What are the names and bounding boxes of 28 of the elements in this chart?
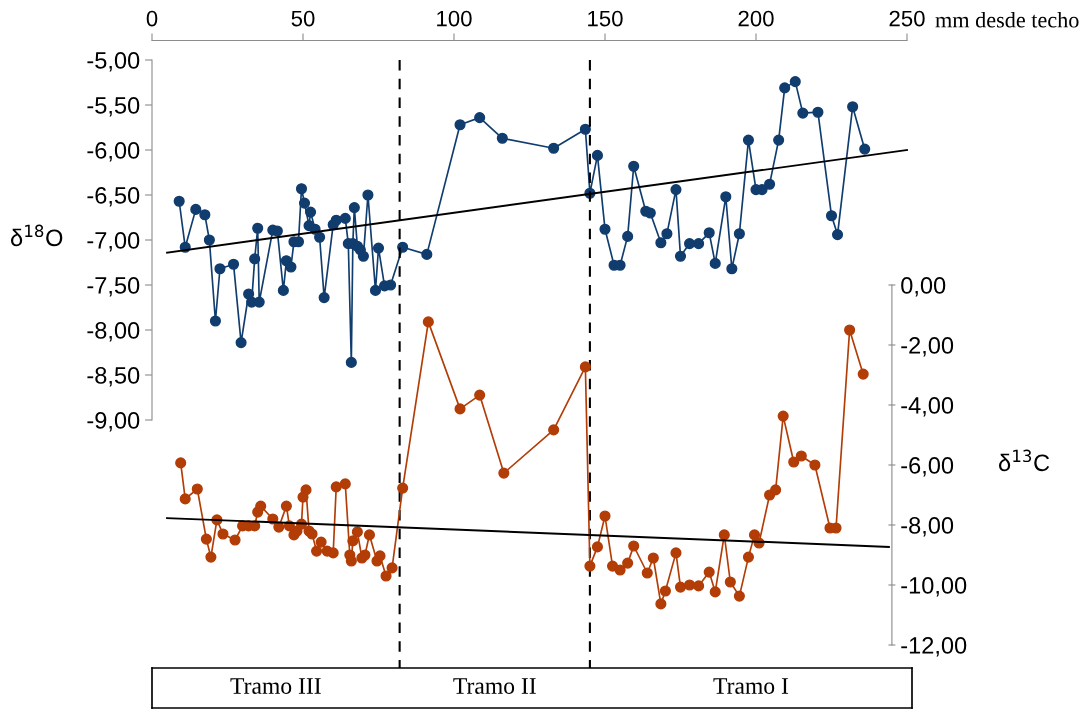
- y-tick-label: -9,00: [87, 412, 140, 432]
- y-tick-label: -8,50: [87, 367, 140, 387]
- x-tick-label: 150: [588, 10, 623, 27]
- text: Tramo III: [230, 678, 321, 694]
- y-tick-label: -7,00: [87, 232, 140, 252]
- y2-tick-label: -4,00: [901, 397, 954, 417]
- y-tick-label: -8,00: [87, 322, 140, 342]
- x-tick-label: 0: [146, 10, 158, 27]
- y-axis-title: δ$^{18}$O: [10, 224, 63, 247]
- y2-tick-label: -10,00: [901, 577, 967, 597]
- text: Tramo II: [453, 678, 536, 694]
- text: Tramo I: [713, 678, 789, 694]
- x-tick-label: 100: [437, 10, 472, 27]
- y2-tick-label: -8,00: [901, 517, 954, 537]
- x-tick-label: 200: [738, 10, 774, 27]
- x-tick-label: 50: [291, 10, 315, 27]
- y2-tick-label: -2,00: [901, 337, 954, 357]
- x-tick-label: 250: [889, 10, 925, 27]
- y-tick-label: -7,50: [87, 277, 140, 297]
- y-tick-label: -5,50: [87, 97, 140, 117]
- y2-tick-label: 0,00: [901, 277, 946, 297]
- y2-tick-label: -6,00: [901, 457, 954, 477]
- x-axis-title: mm desde techo: [935, 11, 1079, 28]
- y-tick-label: -6,00: [87, 142, 140, 162]
- y-tick-label: -5,00: [87, 52, 140, 72]
- y2-axis-title: δ$^{13}$C: [998, 449, 1050, 472]
- y2-tick-label: -12,00: [901, 637, 967, 657]
- y-tick-label: -6,50: [87, 187, 140, 207]
